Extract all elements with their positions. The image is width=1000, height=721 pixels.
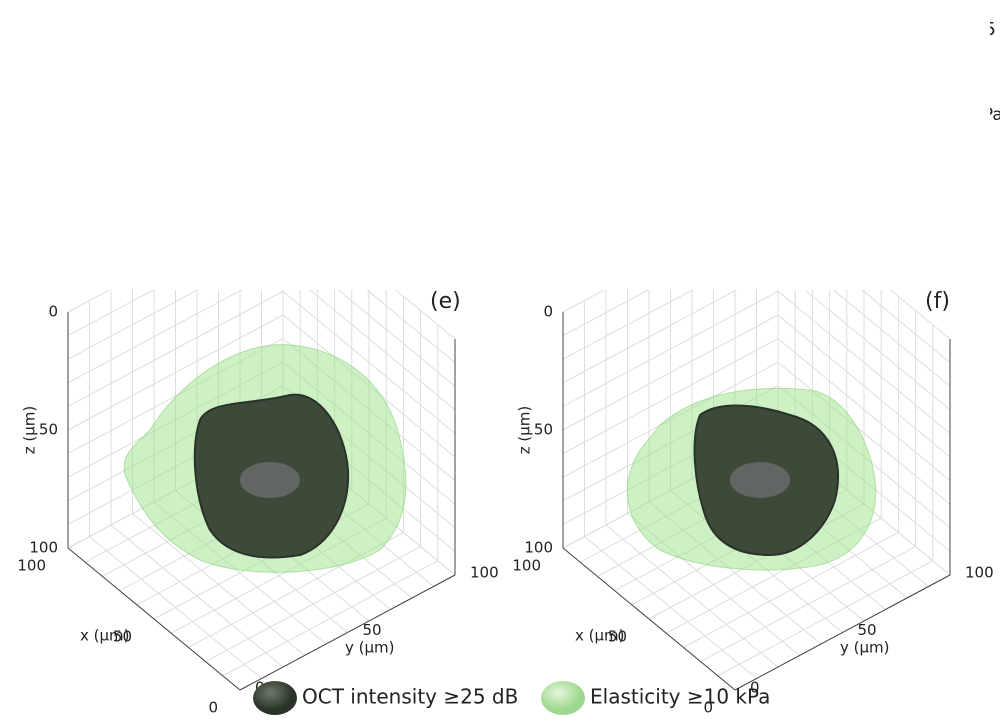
legend: OCT intensity ≥25 dB Elasticity ≥10 kPa xyxy=(253,681,770,715)
z-tick: 50 xyxy=(39,421,58,439)
z-axis-label: z (μm) xyxy=(516,406,534,455)
clip-mask xyxy=(495,0,990,290)
clip-mask xyxy=(0,0,495,290)
x-tick: 100 xyxy=(17,557,46,575)
3d-views: (e)z (μm)000505050100100100x (μm)y (μm)(… xyxy=(0,0,994,717)
axis xyxy=(68,548,240,690)
y-tick: 100 xyxy=(470,564,499,582)
x-tick: 100 xyxy=(512,557,541,575)
legend-label: Elasticity ≥10 kPa xyxy=(590,685,770,709)
x-axis-label: x (μm) xyxy=(80,627,130,645)
y-tick: 50 xyxy=(858,621,877,639)
panel-label: (e) xyxy=(430,289,461,314)
y-tick: 50 xyxy=(363,621,382,639)
z-axis-label: z (μm) xyxy=(21,406,39,455)
z-tick: 0 xyxy=(48,303,58,321)
y-tick: 100 xyxy=(965,564,994,582)
axis xyxy=(735,575,950,690)
z-tick: 100 xyxy=(524,539,553,557)
oct-highlight xyxy=(240,462,300,498)
y-axis-label: y (μm) xyxy=(345,639,395,657)
figure: (a)300dBxyxz(b)150kPa(c)300dBxyxz(d)150k… xyxy=(0,0,1000,717)
y-axis-label: y (μm) xyxy=(840,639,890,657)
legend-label: OCT intensity ≥25 dB xyxy=(302,685,518,709)
x-tick: 0 xyxy=(208,699,218,717)
axis xyxy=(240,575,455,690)
oct-highlight xyxy=(730,462,790,498)
panel-label: (f) xyxy=(925,289,950,314)
axis xyxy=(563,548,735,690)
legend-swatch xyxy=(541,681,585,715)
z-tick: 50 xyxy=(534,421,553,439)
legend-swatch xyxy=(253,681,297,715)
z-tick: 0 xyxy=(543,303,553,321)
z-tick: 100 xyxy=(29,539,58,557)
x-axis-label: x (μm) xyxy=(575,627,625,645)
